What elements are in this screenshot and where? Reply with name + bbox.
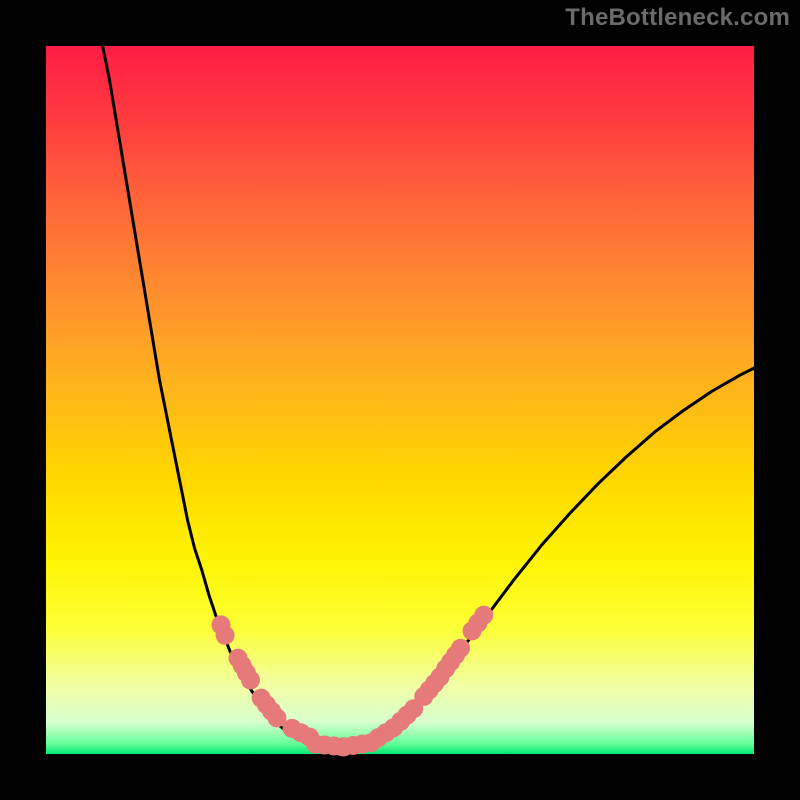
chart-container: TheBottleneck.com [0,0,800,800]
plot-background [46,46,754,754]
curve-marker [216,626,235,645]
curve-marker [451,639,470,658]
bottleneck-chart-svg [0,0,800,800]
curve-marker [474,606,493,625]
watermark-text: TheBottleneck.com [565,4,790,32]
curve-marker [241,670,260,689]
